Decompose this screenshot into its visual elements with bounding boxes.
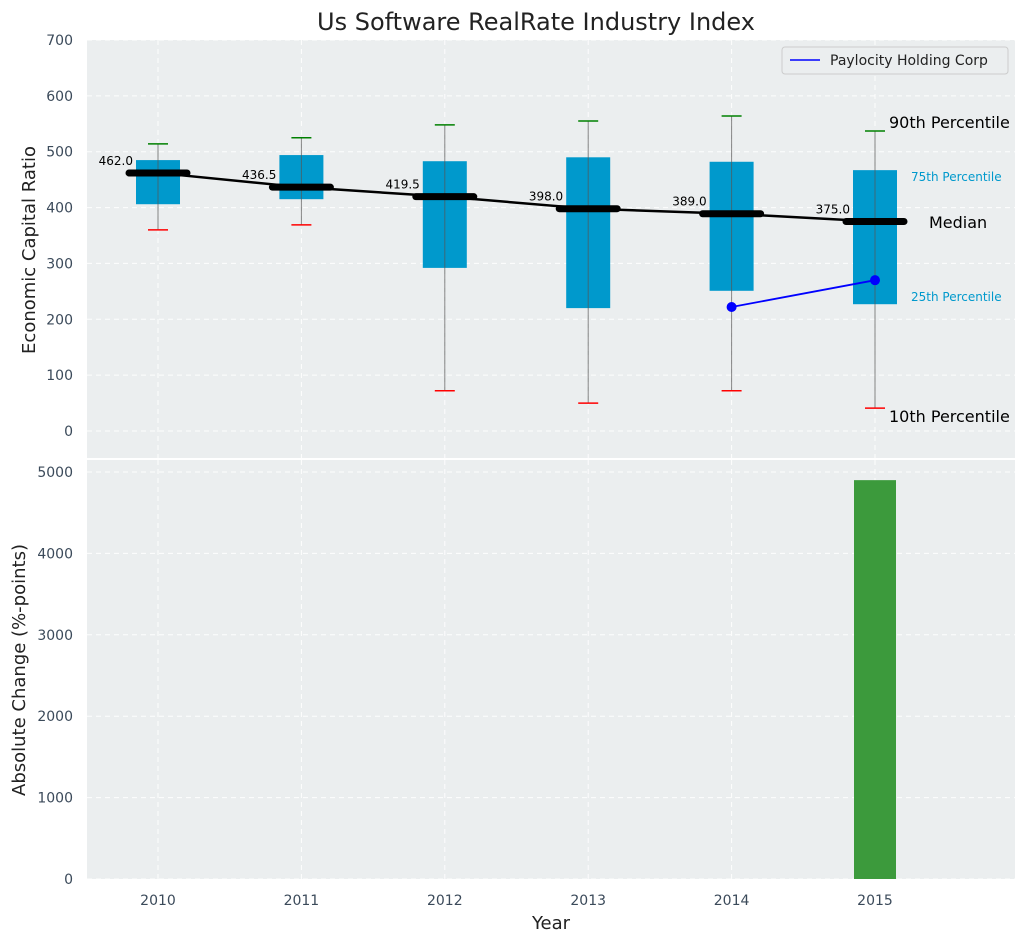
annotation-median: Median [929,213,987,232]
x-tick-label: 2012 [427,893,463,909]
annotation-p90: 90th Percentile [889,113,1010,132]
series-point [870,275,880,286]
bottom-y-axis-label: Absolute Change (%-points) [9,544,30,796]
annotation-p75: 75th Percentile [911,170,1002,184]
x-tick-label: 2011 [284,893,320,909]
median-label: 419.5 [385,178,419,192]
bar-2015 [854,480,896,879]
y-tick-label: 100 [46,368,73,384]
y-tick-label: 4000 [37,546,73,562]
annotation-p10: 10th Percentile [889,407,1010,426]
y-tick-label: 3000 [37,628,73,644]
y-tick-label: 500 [46,145,73,161]
median-label: 398.0 [529,190,563,204]
y-tick-label: 1000 [37,791,73,807]
y-tick-label: 0 [64,424,73,440]
median-label: 462.0 [99,154,133,168]
y-tick-label: 200 [46,312,73,328]
x-tick-label: 2015 [857,893,893,909]
x-tick-label: 2013 [570,893,606,909]
y-tick-label: 600 [46,89,73,105]
series-point [726,301,737,312]
x-axis-label: Year [531,913,571,934]
legend-label: Paylocity Holding Corp [830,53,988,69]
chart-title: Us Software RealRate Industry Index [317,8,755,36]
y-tick-label: 5000 [37,465,73,481]
y-tick-label: 0 [64,872,73,888]
median-label: 436.5 [242,168,276,182]
y-tick-label: 700 [46,33,73,49]
top-y-axis-label: Economic Capital Ratio [19,146,40,354]
legend: Paylocity Holding Corp [781,46,1009,75]
y-tick-label: 300 [46,256,73,272]
x-tick-label: 2010 [140,893,176,909]
median-label: 389.0 [672,195,706,209]
annotation-p25: 25th Percentile [911,290,1002,304]
y-tick-label: 400 [46,201,73,217]
x-tick-label: 2014 [714,893,750,909]
median-label: 375.0 [816,203,850,217]
y-tick-label: 2000 [37,709,73,725]
series-line [731,279,876,308]
